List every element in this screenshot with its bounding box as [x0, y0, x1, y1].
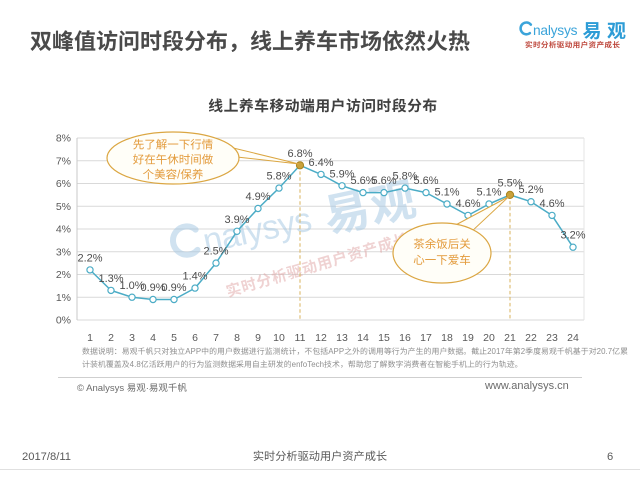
svg-text:5.8%: 5.8% [266, 168, 291, 184]
svg-text:个美容/保养: 个美容/保养 [143, 167, 204, 183]
svg-text:4.9%: 4.9% [245, 188, 270, 204]
svg-text:4.6%: 4.6% [455, 195, 480, 211]
svg-text:13: 13 [336, 330, 348, 345]
svg-text:5.2%: 5.2% [518, 181, 543, 197]
svg-text:6.4%: 6.4% [308, 154, 333, 170]
svg-text:1: 1 [87, 330, 93, 345]
svg-text:5.5%: 5.5% [497, 174, 522, 190]
svg-text:2: 2 [108, 330, 114, 345]
svg-text:3.9%: 3.9% [224, 211, 249, 227]
svg-text:12: 12 [315, 330, 327, 345]
svg-text:5.8%: 5.8% [392, 168, 417, 184]
svg-text:22: 22 [525, 330, 537, 345]
svg-text:4: 4 [150, 330, 156, 345]
svg-text:5.1%: 5.1% [476, 184, 501, 200]
svg-text:11: 11 [295, 330, 306, 345]
svg-text:3: 3 [129, 330, 135, 345]
svg-text:5.1%: 5.1% [434, 184, 459, 200]
svg-text:23: 23 [546, 330, 558, 345]
svg-text:4.6%: 4.6% [539, 195, 564, 211]
svg-text:心一下爱车: 心一下爱车 [413, 252, 471, 268]
svg-text:0.9%: 0.9% [161, 279, 186, 295]
svg-text:1.0%: 1.0% [119, 277, 144, 293]
svg-text:20: 20 [483, 330, 495, 345]
svg-text:5.6%: 5.6% [371, 172, 396, 188]
svg-text:6%: 6% [56, 176, 71, 191]
svg-text:16: 16 [399, 330, 411, 345]
svg-text:0.9%: 0.9% [140, 279, 165, 295]
svg-text:1.3%: 1.3% [98, 270, 123, 286]
svg-text:5%: 5% [56, 199, 71, 214]
svg-text:好在午休时间做: 好在午休时间做 [133, 152, 214, 168]
svg-text:1%: 1% [56, 290, 71, 305]
svg-text:5: 5 [171, 330, 177, 345]
svg-text:14: 14 [357, 330, 369, 345]
svg-text:2%: 2% [56, 267, 71, 282]
svg-text:9: 9 [255, 330, 261, 345]
svg-text:10: 10 [273, 330, 285, 345]
svg-text:实时分析驱动用户资产成长: 实时分析驱动用户资产成长 [525, 40, 620, 51]
svg-text:5.6%: 5.6% [350, 172, 375, 188]
svg-text:6.8%: 6.8% [287, 145, 312, 161]
svg-text:8: 8 [234, 330, 240, 345]
svg-text:2.5%: 2.5% [203, 243, 228, 259]
svg-text:24: 24 [567, 330, 579, 345]
svg-text:1.4%: 1.4% [182, 268, 207, 284]
svg-text:8%: 8% [56, 131, 71, 146]
svg-text:6: 6 [192, 330, 198, 345]
svg-text:18: 18 [441, 330, 453, 345]
svg-text:19: 19 [462, 330, 474, 345]
svg-text:3%: 3% [56, 244, 71, 259]
svg-text:4%: 4% [56, 222, 71, 237]
svg-text:2.2%: 2.2% [77, 249, 102, 265]
svg-text:茶余饭后关: 茶余饭后关 [413, 236, 471, 252]
svg-text:0%: 0% [56, 313, 71, 328]
svg-text:17: 17 [420, 330, 432, 345]
svg-text:先了解一下行情: 先了解一下行情 [133, 137, 214, 153]
svg-text:21: 21 [504, 330, 516, 345]
svg-text:5.6%: 5.6% [413, 172, 438, 188]
svg-text:5.9%: 5.9% [329, 165, 354, 181]
svg-text:15: 15 [378, 330, 390, 345]
svg-text:7%: 7% [56, 153, 71, 168]
svg-text:7: 7 [213, 330, 219, 345]
svg-text:3.2%: 3.2% [560, 227, 585, 243]
